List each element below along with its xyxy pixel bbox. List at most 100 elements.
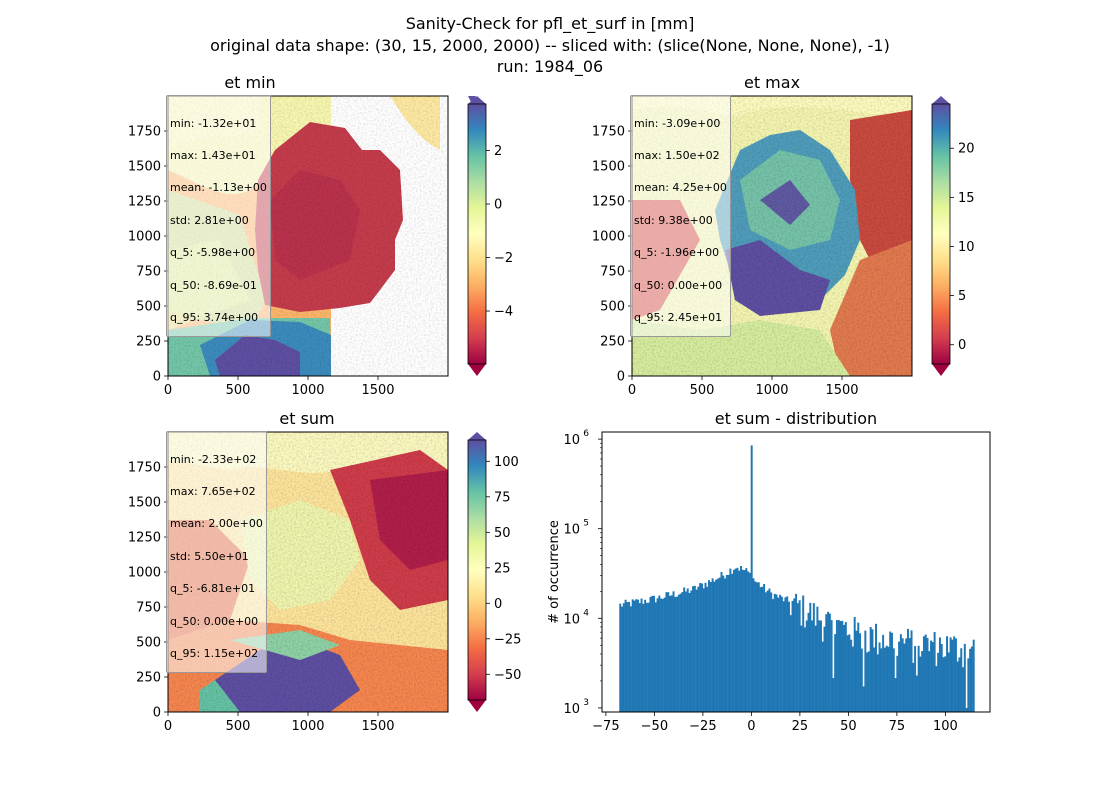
histogram-bar [638,603,641,712]
x-tick-label: 0 [628,383,636,398]
histogram-bar [867,651,870,712]
histogram-bar [860,648,863,712]
histogram-bar [686,588,689,712]
histogram-bar [692,586,695,712]
figure-title-line-1: Sanity-Check for pfl_et_surf in [mm] [405,14,695,33]
histogram-x-tick-label: 0 [747,719,755,734]
stat-line: max: 7.65e+02 [170,484,256,498]
histogram-title: et sum - distribution [715,409,877,428]
y-tick-label: 750 [136,601,161,616]
colorbar-tick-label: 75 [494,490,511,505]
histogram-bar [796,603,799,712]
histogram-bar [835,620,838,712]
histogram-bar [757,582,760,712]
histogram-bar [759,587,762,712]
histogram-bar [787,601,790,712]
stat-line: mean: -1.13e+00 [170,181,267,195]
histogram-bar [963,643,966,712]
y-tick-label: 1750 [128,125,161,140]
panel-title-et-min: et min [224,73,275,92]
histogram-bar [716,578,719,712]
histogram-bar [725,574,728,712]
y-tick-label: 500 [600,300,625,315]
histogram-bar [883,647,886,712]
stat-line: mean: 2.00e+00 [170,517,263,531]
histogram-bar [873,647,876,712]
histogram-bar [622,603,625,712]
colorbar-tick-label: 0 [958,338,966,353]
histogram-bar [875,623,877,712]
histogram-y-tick-exponent: 3 [583,698,589,708]
histogram-bar [819,620,822,712]
x-tick-label: 500 [690,383,715,398]
histogram-bar [864,630,867,712]
colorbar-tick-label: 0 [494,198,502,213]
histogram-bar [953,636,956,712]
histogram-bar [912,662,915,712]
histogram-bar [684,591,687,712]
histogram-x-tick-label: 75 [889,719,906,734]
histogram-bar [956,661,959,712]
histogram-bar [750,445,753,712]
histogram-bar [674,596,677,712]
stat-line: q_50: 0.00e+00 [170,614,259,628]
histogram-bar [761,586,764,712]
histogram-x-tick-label: −50 [641,719,668,734]
histogram-bar [926,638,929,712]
x-tick-label: 1500 [361,383,394,398]
y-tick-label: 1500 [128,496,161,511]
histogram-bar [809,602,812,712]
histogram-bar [784,597,787,712]
histogram-bar [729,568,732,712]
histogram-bar [677,594,680,712]
colorbar-tick-label: 5 [958,289,966,304]
histogram-y-tick-label: 10 [563,702,580,717]
stat-line: q_5: -5.98e+00 [170,246,256,260]
histogram-x-tick-label: −25 [689,719,716,734]
histogram-bar [653,595,655,712]
histogram-bar [693,585,696,712]
histogram-bar [699,583,702,712]
histogram-bar [700,583,703,712]
stats-box-et-sum: min: -2.33e+02 max: 7.65e+02 mean: 2.00e… [166,431,267,673]
histogram-bar [857,622,860,712]
histogram-bar [922,636,925,712]
histogram-bar [844,622,847,712]
histogram-bar [660,598,663,712]
histogram-bar [915,675,918,712]
histogram-bar [635,599,638,712]
histogram-bar [937,652,940,712]
colorbar-et-sum: −50 −25 0 25 50 75 100 [467,432,521,712]
histogram-bar [930,640,933,712]
x-tick-label: 1500 [825,383,858,398]
histogram-bar [814,625,817,712]
y-tick-label: 0 [617,370,625,385]
histogram-bar [965,707,968,712]
histogram-bar [910,630,913,712]
histogram-bar [906,628,909,712]
histogram-bar [779,594,782,712]
histogram-frame [601,431,991,713]
histogram-bar [853,617,856,712]
histogram-bar [651,595,654,712]
y-tick-label: 500 [136,300,161,315]
stat-line: min: -2.33e+02 [170,452,257,466]
y-tick-label: 1250 [128,195,161,210]
histogram-bar [951,639,954,712]
histogram-bar [851,646,854,712]
stat-line: std: 2.81e+00 [170,213,249,227]
histogram-bar [896,655,899,712]
histogram-bar [679,593,682,712]
histogram-y-tick-exponent: 6 [583,429,589,439]
histogram-bar [924,634,927,712]
histogram-bar [688,592,691,712]
histogram-bar [967,658,970,712]
histogram-bar [954,638,957,712]
histogram-bar [828,613,831,712]
histogram-bar [695,589,698,712]
histogram-bar [628,601,631,712]
histogram-bar [869,627,872,712]
histogram-bar [891,632,893,712]
histogram-bar [972,639,975,712]
